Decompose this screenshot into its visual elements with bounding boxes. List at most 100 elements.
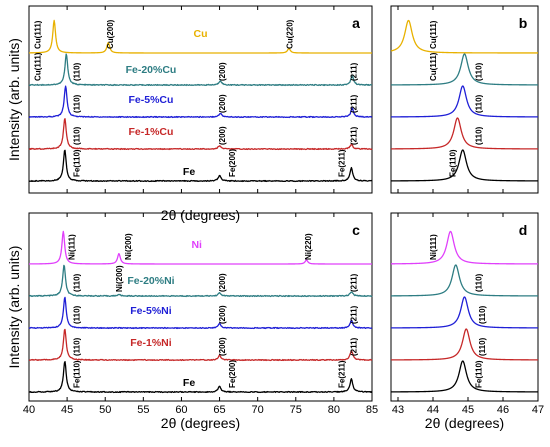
x-tick-label: 55 — [137, 404, 149, 416]
series-name: Fe-5%Cu — [128, 94, 173, 106]
peak-label: Cu(111) — [429, 20, 438, 49]
series-line — [390, 85, 539, 118]
peak-label: (200) — [218, 273, 227, 292]
x-tick-label: 85 — [366, 404, 378, 416]
peak-label: (211) — [350, 62, 359, 81]
peak-label: (211) — [350, 94, 359, 113]
peak-label: (200) — [218, 126, 227, 145]
series-name: Fe-5%Ni — [130, 305, 172, 317]
peak-label: Ni(220) — [304, 233, 313, 260]
peak-label: Fe(110) — [448, 149, 457, 177]
peak-label: Fe(110) — [72, 360, 81, 388]
x-tick-label: 50 — [99, 404, 111, 416]
peak-label: (110) — [72, 126, 81, 145]
panel-letter: d — [519, 222, 528, 238]
series-line — [28, 149, 373, 183]
x-tick-label: 80 — [328, 404, 340, 416]
plot-frame — [390, 212, 539, 402]
series-name: Cu — [194, 28, 208, 40]
series-line — [28, 85, 373, 119]
peak-label: Fe(211) — [338, 360, 347, 388]
peak-label: (110) — [72, 94, 81, 113]
peak-label: Cu(111) — [33, 20, 42, 49]
series-line — [28, 296, 373, 330]
panel-c: 40 45 50 55 60 65 70 75 80 85 c Intensity (arb. uni… — [6, 212, 378, 431]
peak-label: Ni(200) — [115, 265, 124, 292]
series-name: Fe — [183, 166, 195, 178]
panel-letter: a — [352, 15, 360, 31]
series-line — [390, 19, 539, 54]
peak-label: (110) — [72, 273, 81, 292]
series-line — [390, 360, 539, 393]
peak-label: Cu(200) — [106, 19, 115, 49]
x-tick-label: 70 — [252, 404, 264, 416]
peak-label: (110) — [475, 94, 484, 113]
peak-label: (200) — [218, 62, 227, 81]
x-tick-label: 44 — [427, 404, 439, 416]
x-tick-label: 47 — [532, 404, 544, 416]
x-tick-label: 45 — [61, 404, 73, 416]
peak-label: Fe(110) — [475, 360, 484, 388]
y-axis-label: Intensity (arb. units) — [6, 246, 22, 369]
peak-label: Cu(220) — [286, 19, 295, 49]
x-tick-label: 43 — [392, 404, 404, 416]
peak-label: Fe(200) — [228, 149, 237, 177]
series-line — [28, 360, 373, 394]
series-line — [28, 53, 373, 87]
peak-label: (110) — [478, 305, 487, 324]
series-line — [28, 230, 373, 265]
series-line — [28, 118, 373, 151]
series-name: Fe-1%Cu — [128, 126, 173, 138]
panel-letter: b — [519, 15, 528, 31]
series-line — [390, 117, 539, 150]
series-name: Fe-20%Cu — [126, 64, 177, 76]
series-line — [390, 149, 539, 182]
peak-label: (110) — [478, 337, 487, 356]
x-tick-label: 65 — [213, 404, 225, 416]
panel-d: 43 44 45 46 47 d 2θ (degrees) Ni(111) (110) (110)… — [390, 212, 544, 431]
x-tick-label: 45 — [462, 404, 474, 416]
peak-label: (110) — [72, 305, 81, 324]
x-tick-label: 75 — [290, 404, 302, 416]
plot-frame — [28, 5, 373, 194]
series-line — [390, 328, 539, 361]
peak-label: Ni(200) — [124, 233, 133, 260]
peak-label: (211) — [350, 305, 359, 324]
peak-label: (110) — [72, 337, 81, 356]
peak-label: (110) — [475, 273, 484, 292]
plot-frame — [390, 5, 539, 194]
peak-label: (200) — [218, 94, 227, 113]
series-line — [28, 264, 373, 298]
x-tick-label: 60 — [175, 404, 187, 416]
series-name: Ni — [191, 239, 202, 251]
series-line — [390, 296, 539, 329]
peak-label: (211) — [350, 273, 359, 292]
plot-frame — [28, 212, 373, 402]
peak-label: Fe(200) — [228, 360, 237, 388]
peak-label: Ni(111) — [429, 234, 438, 260]
peak-label: (211) — [350, 126, 359, 145]
peak-label: (200) — [218, 337, 227, 356]
peak-label: (110) — [72, 62, 81, 81]
series-line — [28, 328, 373, 362]
series-name: Fe — [183, 377, 195, 389]
y-axis-label: Intensity (arb. units) — [6, 38, 22, 161]
series-line — [390, 230, 539, 265]
x-axis-label: 2θ (degrees) — [425, 415, 504, 431]
peak-label: Fe(211) — [338, 149, 347, 177]
series-name: Fe-1%Ni — [130, 337, 172, 349]
series-line — [390, 264, 539, 297]
peak-label: (110) — [475, 126, 484, 145]
peak-label: Cu(111) — [33, 52, 42, 81]
series-line — [28, 19, 373, 54]
series-line — [390, 53, 539, 86]
panel-a: a Intensity (arb. units) 2θ (degrees) Cu Cu(… — [6, 5, 373, 223]
peak-label: Fe(110) — [72, 149, 81, 177]
peak-label: Ni(111) — [68, 234, 77, 260]
x-tick-label: 40 — [23, 404, 35, 416]
peak-label: (110) — [475, 62, 484, 81]
panel-letter: c — [352, 222, 360, 238]
panel-b: b Cu(111) Cu(111) (110) (110) (110) Fe(110) — [390, 5, 539, 194]
peak-label: (200) — [218, 305, 227, 324]
